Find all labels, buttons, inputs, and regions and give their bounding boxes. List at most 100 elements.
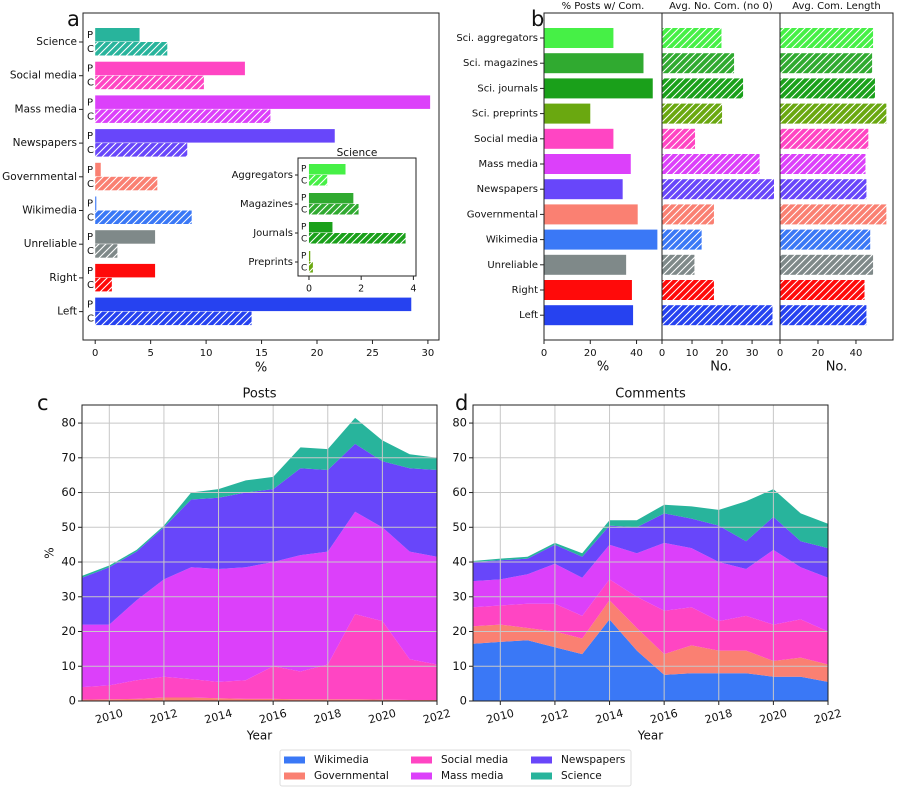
panel-letter-c: c (37, 391, 49, 415)
x-tick-label: 2016 (258, 707, 288, 727)
y-tick-label: Unreliable (24, 238, 77, 250)
panel-d-axes (472, 404, 829, 702)
bar-2-Governmental (780, 204, 887, 225)
bar-2-Sci. aggregators (780, 28, 874, 48)
bar-1-Social media (662, 128, 696, 149)
bar-0-Wikimedia (544, 229, 658, 250)
bar-1-Sci. journals (662, 78, 744, 99)
legend-label: Wikimedia (314, 754, 369, 766)
inset-bar-comments-Journals (308, 233, 406, 244)
y-tick-label: 60 (452, 485, 467, 499)
legend-swatch-Mass media (411, 772, 432, 780)
bar-0-Social media (544, 128, 614, 149)
x-tick-label: 2018 (312, 707, 342, 727)
legend-swatch-Wikimedia (284, 756, 305, 764)
inset-y-tick-label: Journals (252, 228, 293, 239)
y-tick-label: 30 (452, 589, 467, 603)
area-Newspapers (82, 443, 437, 625)
x-tick-label: 2016 (649, 707, 679, 727)
area-Wikimedia (473, 619, 828, 701)
y-tick-label: Sci. journals (477, 83, 538, 94)
bar-1-Unreliable (662, 254, 695, 275)
inset-bar-comments-Magazines (308, 204, 359, 215)
bar-label-c: C (87, 280, 94, 291)
x-tick-label: 2 (358, 284, 364, 295)
y-tick-label: 60 (61, 485, 76, 499)
inset-bar-posts-Journals (308, 222, 333, 233)
inset-axes (297, 157, 417, 277)
y-tick-label: Governmental (467, 209, 538, 220)
y-axis-label: % (43, 547, 57, 558)
inset-y-tick-label: Preprints (248, 257, 293, 268)
bar-comments-Social media (95, 75, 204, 90)
y-tick-label: Left (57, 306, 77, 318)
bar-label-c: C (87, 145, 94, 156)
legend-label: Governmental (314, 770, 389, 782)
bar-posts-Mass media (95, 95, 431, 109)
panel-letter-d: d (455, 391, 468, 415)
inset-bar-comments-Aggregators (308, 175, 328, 186)
bar-2-Left (780, 305, 867, 326)
bar-1-Left (662, 305, 773, 326)
bar-label-p: P (87, 165, 93, 176)
bar-label-c: C (301, 264, 307, 274)
x-tick-label: 30 (746, 348, 759, 359)
y-tick-label: 20 (61, 624, 76, 638)
bar-comments-Science (95, 42, 168, 56)
inset-y-tick-label: Aggregators (232, 170, 293, 181)
bar-label-p: P (301, 252, 307, 262)
area-Governmental (82, 697, 437, 701)
y-tick-label: Sci. magazines (463, 58, 538, 69)
bar-comments-Unreliable (95, 244, 118, 258)
y-tick-label: 0 (460, 694, 467, 708)
bar-label-c: C (87, 44, 94, 55)
bar-0-Mass media (544, 154, 631, 174)
x-axis-label: No. (710, 360, 732, 375)
inset-bar-comments-Preprints (308, 262, 313, 273)
x-axis-label: % (255, 361, 267, 376)
area-Social media (82, 614, 437, 700)
x-axis-label: Year (637, 729, 663, 743)
legend-swatch-Governmental (284, 772, 305, 780)
inset-y-tick-label: Magazines (240, 199, 293, 210)
bar-2-Right (780, 280, 865, 300)
area-Governmental (473, 600, 828, 682)
x-axis-label: Year (246, 729, 272, 743)
bar-comments-Right (95, 277, 112, 292)
area-Newspapers (473, 513, 828, 582)
bar-posts-Governmental (95, 162, 101, 177)
y-tick-label: Governmental (2, 171, 77, 183)
bar-0-Governmental (544, 204, 638, 225)
x-tick-label: 40 (850, 348, 863, 359)
bar-comments-Wikimedia (95, 210, 192, 224)
x-tick-label: 2020 (758, 707, 788, 727)
bar-1-Sci. preprints (662, 103, 723, 124)
x-tick-label: 20 (716, 348, 729, 359)
y-tick-label: Right (49, 272, 77, 284)
x-tick-label: 10 (686, 348, 699, 359)
x-axis-label: No. (826, 360, 848, 375)
x-tick-label: 20 (311, 348, 324, 359)
bar-0-Sci. preprints (544, 103, 591, 124)
bar-label-p: P (301, 223, 307, 233)
bar-label-c: C (87, 111, 94, 122)
x-tick-label: 0 (541, 348, 547, 359)
y-tick-label: Social media (474, 134, 538, 145)
bar-posts-Newspapers (95, 129, 335, 143)
y-tick-label: 10 (452, 659, 467, 673)
bar-1-Wikimedia (662, 229, 702, 250)
x-tick-label: 25 (366, 348, 379, 359)
bar-2-Wikimedia (780, 229, 871, 250)
x-tick-label: 5 (147, 348, 153, 359)
area-Mass media (82, 511, 437, 688)
bar-1-Mass media (662, 154, 760, 174)
y-tick-label: Social media (10, 70, 77, 82)
x-tick-label: 2010 (485, 707, 515, 727)
inset-bar-posts-Aggregators (308, 164, 346, 175)
bar-label-c: C (87, 314, 94, 325)
x-tick-label: 2012 (149, 707, 179, 727)
y-tick-label: 40 (452, 555, 467, 569)
bar-label-p: P (301, 165, 307, 175)
y-tick-label: 70 (61, 450, 76, 464)
